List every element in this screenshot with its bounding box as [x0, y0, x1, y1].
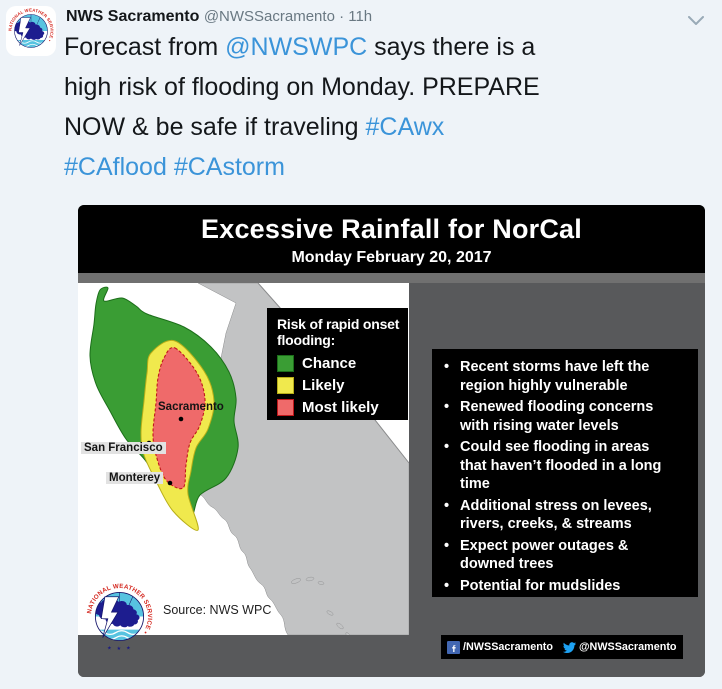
svg-text:★: ★ — [107, 645, 112, 651]
svg-text:★: ★ — [117, 646, 122, 651]
svg-text:★: ★ — [126, 645, 131, 651]
